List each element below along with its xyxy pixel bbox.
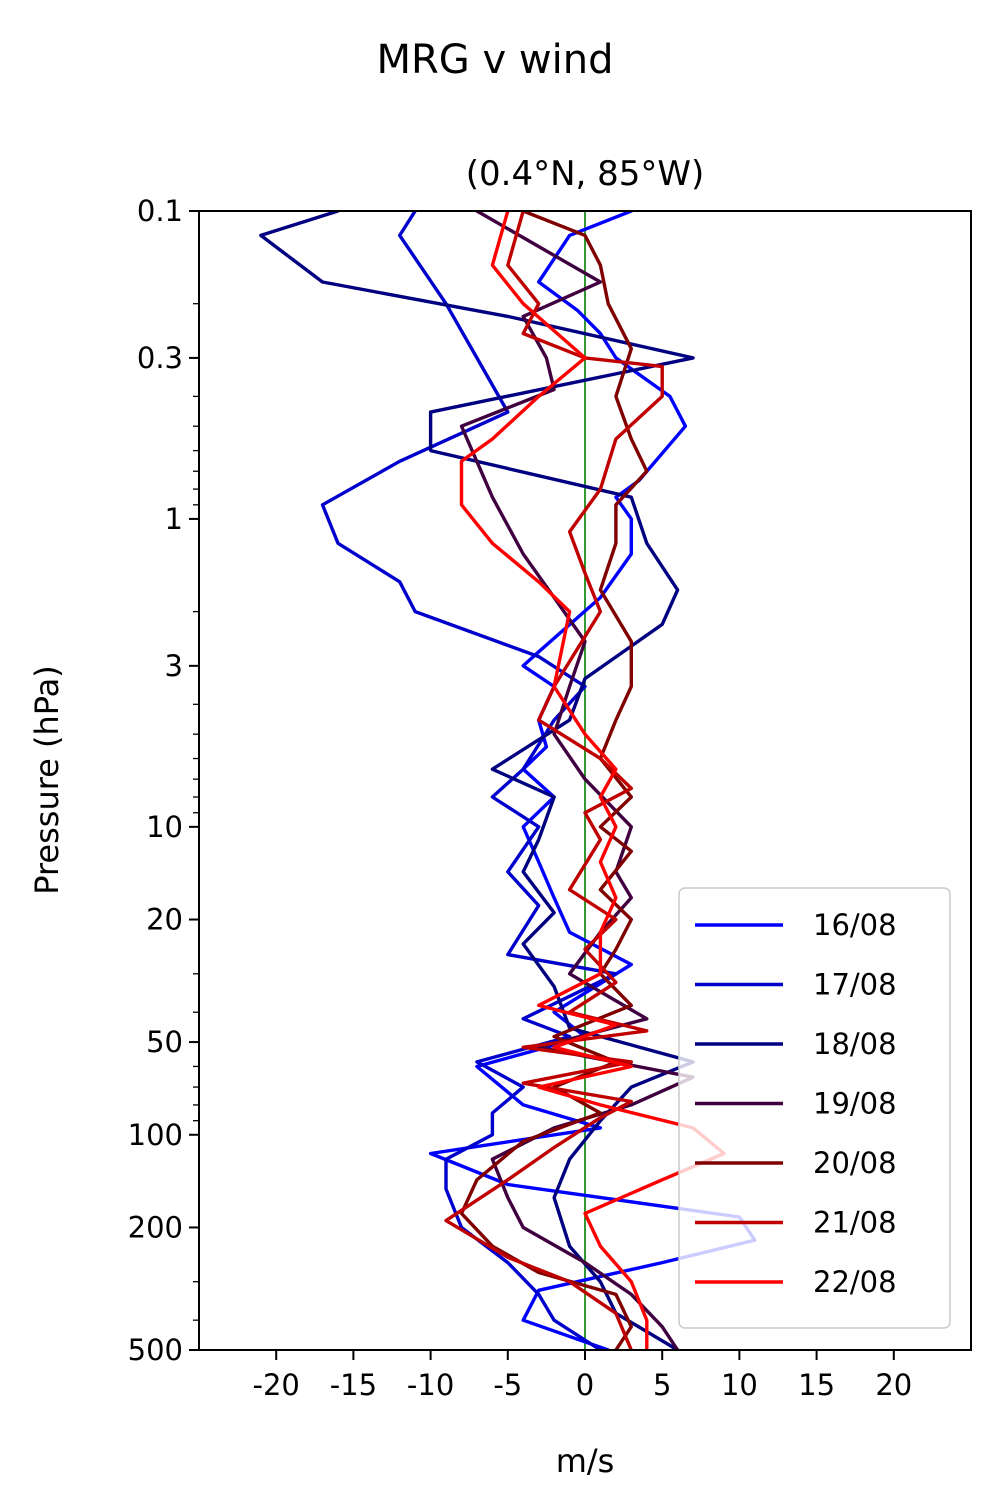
x-tick-label: 10 [721,1368,758,1402]
x-tick-label: -10 [407,1368,454,1402]
series-line [259,211,695,1350]
legend-box [678,887,951,1329]
x-axis-title: m/s [556,1442,615,1480]
y-tick-label: 0.1 [137,194,183,228]
x-tick-label: 15 [798,1368,835,1402]
chart-subtitle: (0.4°N, 85°W) [466,154,705,194]
series-line [428,211,757,1350]
y-tick-label: 3 [165,649,183,683]
legend-label: 22/08 [813,1265,897,1299]
x-tick-label: 0 [576,1368,594,1402]
plot-frame [198,210,972,1351]
x-tick-label: -15 [330,1368,377,1402]
y-tick-label: 0.3 [137,341,183,375]
series-line [459,211,649,1350]
legend-label: 20/08 [813,1146,897,1180]
x-tick-label: 5 [653,1368,671,1402]
y-tick-label: 1 [165,502,183,536]
y-axis-title: Pressure (hPa) [28,665,66,895]
figure-title: MRG v wind [377,37,614,83]
legend-label: 17/08 [813,968,897,1002]
x-tick-label: -20 [253,1368,300,1402]
legend: 16/08 17/08 18/08 19/08 20/08 21/08 22/08 [678,887,951,1329]
series-line [459,211,695,1350]
y-tick-label: 200 [128,1210,183,1244]
series-line [444,211,664,1350]
legend-label: 16/08 [813,908,897,942]
y-tick-label: 500 [128,1333,183,1367]
y-tick-label: 20 [146,903,183,937]
y-tick-label: 100 [128,1118,183,1152]
y-tick-label: 10 [146,810,183,844]
x-tick-label: -5 [493,1368,522,1402]
legend-label: 21/08 [813,1206,897,1240]
legend-label: 19/08 [813,1087,897,1121]
axis-ticks: -20 -15 -10 -5 0 5 10 15 20 0.1 0.3 1 3 10 20 50 100 200 5… [128,194,913,1402]
series-line [320,211,618,1350]
x-tick-label: 20 [875,1368,912,1402]
y-tick-label: 50 [146,1025,183,1059]
legend-label: 18/08 [813,1027,897,1061]
